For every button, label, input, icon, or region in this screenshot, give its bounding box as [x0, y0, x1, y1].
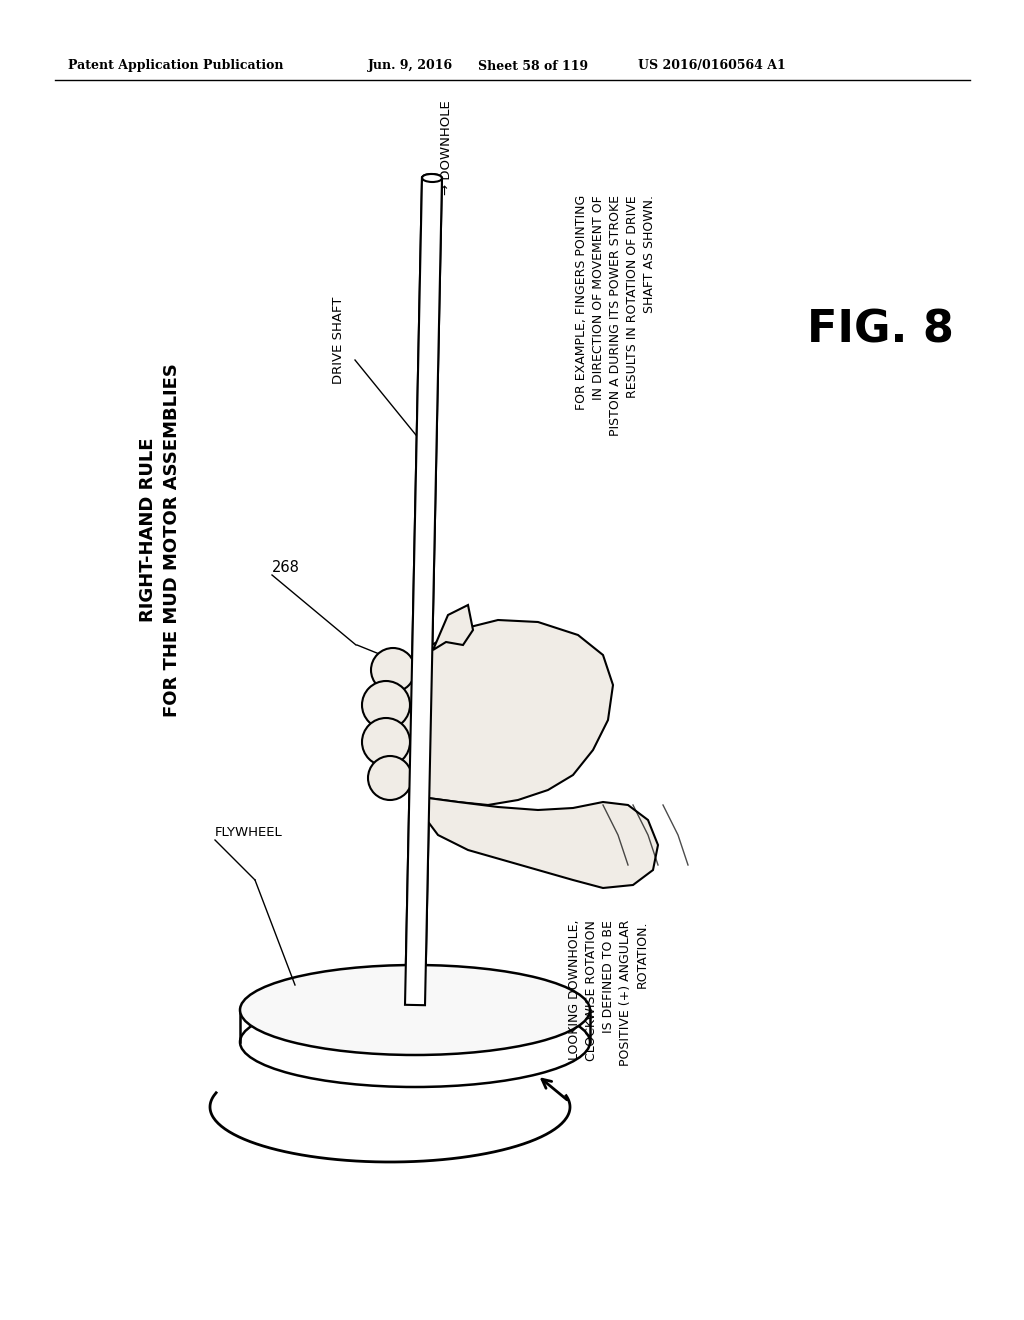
Text: FOR THE MUD MOTOR ASSEMBLIES: FOR THE MUD MOTOR ASSEMBLIES [163, 363, 181, 717]
Text: FLYWHEEL: FLYWHEEL [215, 825, 283, 838]
Text: CLOCKWISE ROTATION: CLOCKWISE ROTATION [585, 920, 598, 1061]
Ellipse shape [368, 756, 412, 800]
Text: DRIVE SHAFT: DRIVE SHAFT [332, 296, 345, 384]
Text: Jun. 9, 2016: Jun. 9, 2016 [368, 59, 454, 73]
Polygon shape [393, 620, 613, 805]
Text: LOOKING DOWNHOLE,: LOOKING DOWNHOLE, [568, 920, 581, 1060]
Polygon shape [423, 799, 658, 888]
Polygon shape [406, 178, 442, 1006]
Text: 268: 268 [272, 561, 300, 576]
Text: FIG. 8: FIG. 8 [807, 309, 953, 351]
Ellipse shape [422, 174, 442, 182]
Text: POSITIVE (+) ANGULAR: POSITIVE (+) ANGULAR [618, 920, 632, 1067]
Ellipse shape [362, 718, 410, 766]
Text: ROTATION.: ROTATION. [636, 920, 649, 987]
Text: IN DIRECTION OF MOVEMENT OF: IN DIRECTION OF MOVEMENT OF [592, 195, 605, 400]
Ellipse shape [240, 965, 590, 1055]
Text: Sheet 58 of 119: Sheet 58 of 119 [478, 59, 588, 73]
Text: Patent Application Publication: Patent Application Publication [68, 59, 284, 73]
Text: IS DEFINED TO BE: IS DEFINED TO BE [602, 920, 615, 1032]
Ellipse shape [371, 648, 415, 692]
Text: → DOWNHOLE: → DOWNHOLE [440, 100, 453, 195]
Text: US 2016/0160564 A1: US 2016/0160564 A1 [638, 59, 785, 73]
Text: RIGHT-HAND RULE: RIGHT-HAND RULE [139, 438, 157, 622]
Polygon shape [433, 605, 473, 649]
Text: RESULTS IN ROTATION OF DRIVE: RESULTS IN ROTATION OF DRIVE [626, 195, 639, 397]
Ellipse shape [422, 174, 442, 182]
Ellipse shape [240, 997, 590, 1086]
Polygon shape [406, 178, 442, 1006]
Ellipse shape [362, 681, 410, 729]
Text: PISTON A DURING ITS POWER STROKE: PISTON A DURING ITS POWER STROKE [609, 195, 622, 436]
Text: SHAFT AS SHOWN.: SHAFT AS SHOWN. [643, 195, 656, 313]
Text: FOR EXAMPLE, FINGERS POINTING: FOR EXAMPLE, FINGERS POINTING [575, 195, 588, 411]
